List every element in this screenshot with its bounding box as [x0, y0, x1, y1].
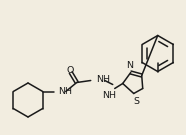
Text: NH: NH: [96, 75, 110, 84]
Text: N: N: [126, 60, 133, 70]
Text: NH: NH: [58, 87, 72, 96]
Text: NH: NH: [102, 91, 116, 100]
Text: S: S: [134, 97, 140, 105]
Text: O: O: [66, 66, 73, 75]
